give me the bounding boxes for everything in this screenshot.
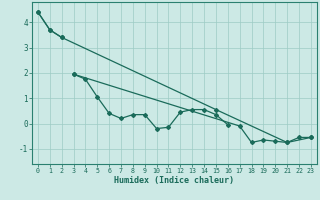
X-axis label: Humidex (Indice chaleur): Humidex (Indice chaleur) xyxy=(115,176,234,185)
